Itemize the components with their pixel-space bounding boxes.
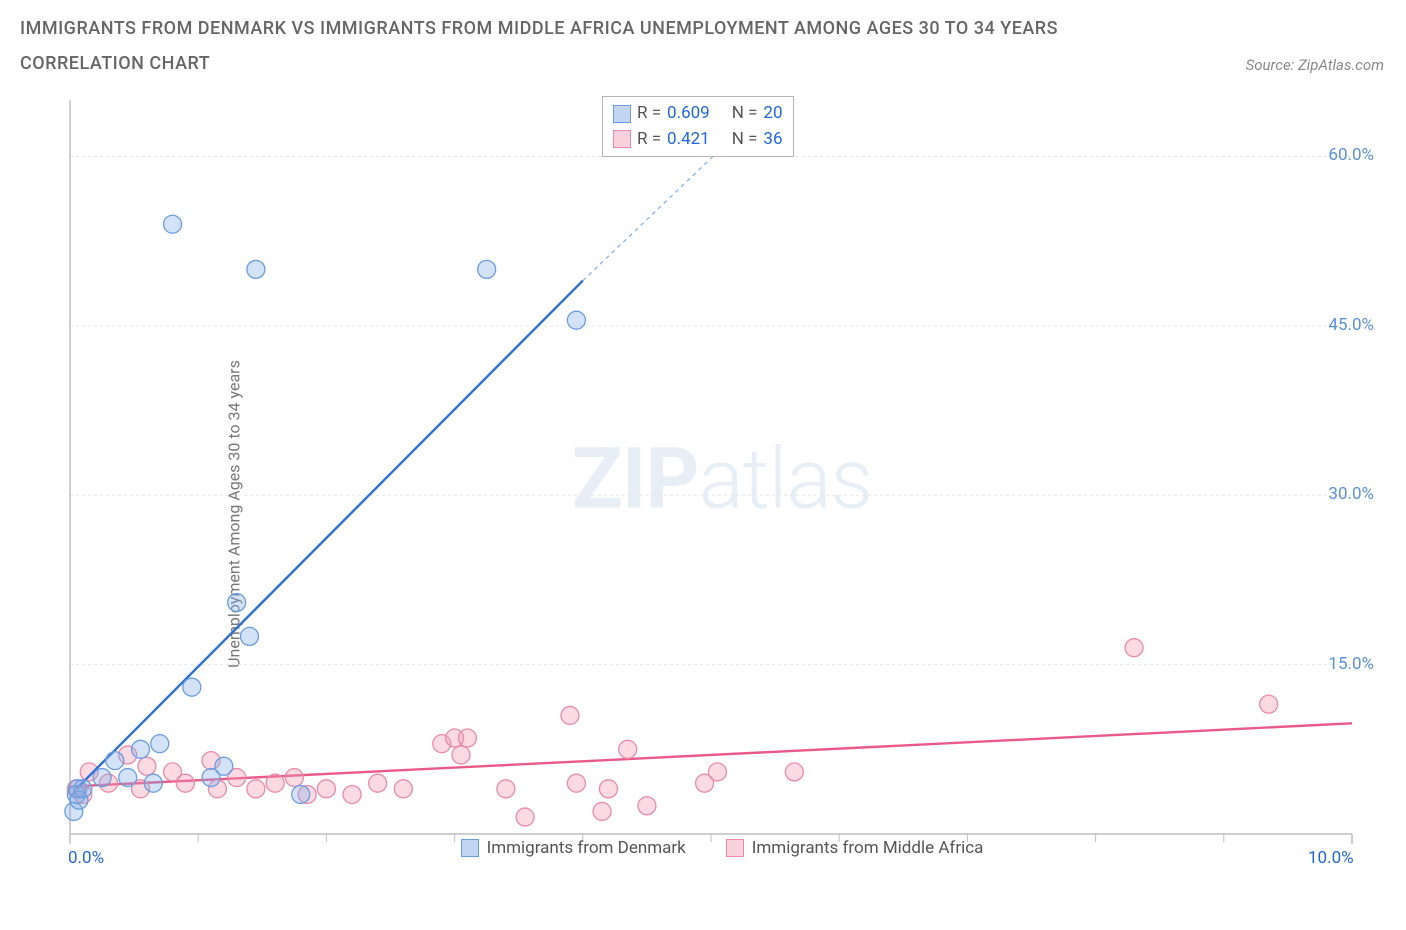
legend-item-middle-africa: Immigrants from Middle Africa: [726, 838, 984, 858]
stat-r-value: 0.609: [667, 101, 710, 127]
legend-label: Immigrants from Middle Africa: [752, 838, 984, 858]
stats-row-denmark: R = 0.609 N = 20: [613, 101, 783, 127]
stat-n-label: N =: [732, 127, 758, 153]
x-tick-label: 0.0%: [68, 848, 104, 868]
stat-n-value: 20: [763, 101, 782, 127]
stats-row-middle-africa: R = 0.421 N = 36: [613, 127, 783, 153]
legend-item-denmark: Immigrants from Denmark: [461, 838, 686, 858]
y-tick-label: 15.0%: [1328, 654, 1374, 674]
chart-title-line1: IMMIGRANTS FROM DENMARK VS IMMIGRANTS FR…: [20, 18, 1386, 39]
swatch-icon: [613, 105, 631, 123]
stat-r-label: R =: [637, 101, 661, 127]
correlation-stats-box: R = 0.609 N = 20 R = 0.421 N = 36: [602, 96, 794, 157]
chart-area: Unemployment Among Ages 30 to 34 years Z…: [62, 94, 1382, 864]
swatch-icon: [613, 130, 631, 148]
swatch-icon: [726, 839, 744, 857]
x-tick-label: 10.0%: [1308, 848, 1354, 868]
swatch-icon: [461, 839, 479, 857]
source-attribution: Source: ZipAtlas.com: [1246, 56, 1384, 74]
legend: Immigrants from Denmark Immigrants from …: [62, 838, 1382, 858]
legend-label: Immigrants from Denmark: [487, 838, 686, 858]
stat-r-label: R =: [637, 127, 661, 153]
stat-r-value: 0.421: [667, 127, 710, 153]
y-tick-label: 60.0%: [1328, 145, 1374, 165]
scatter-plot-svg: [62, 94, 1382, 864]
y-tick-label: 45.0%: [1328, 315, 1374, 335]
y-tick-label: 30.0%: [1328, 484, 1374, 504]
stat-n-label: N =: [732, 101, 758, 127]
stat-n-value: 36: [763, 127, 782, 153]
chart-title-line2: CORRELATION CHART: [20, 53, 1386, 74]
